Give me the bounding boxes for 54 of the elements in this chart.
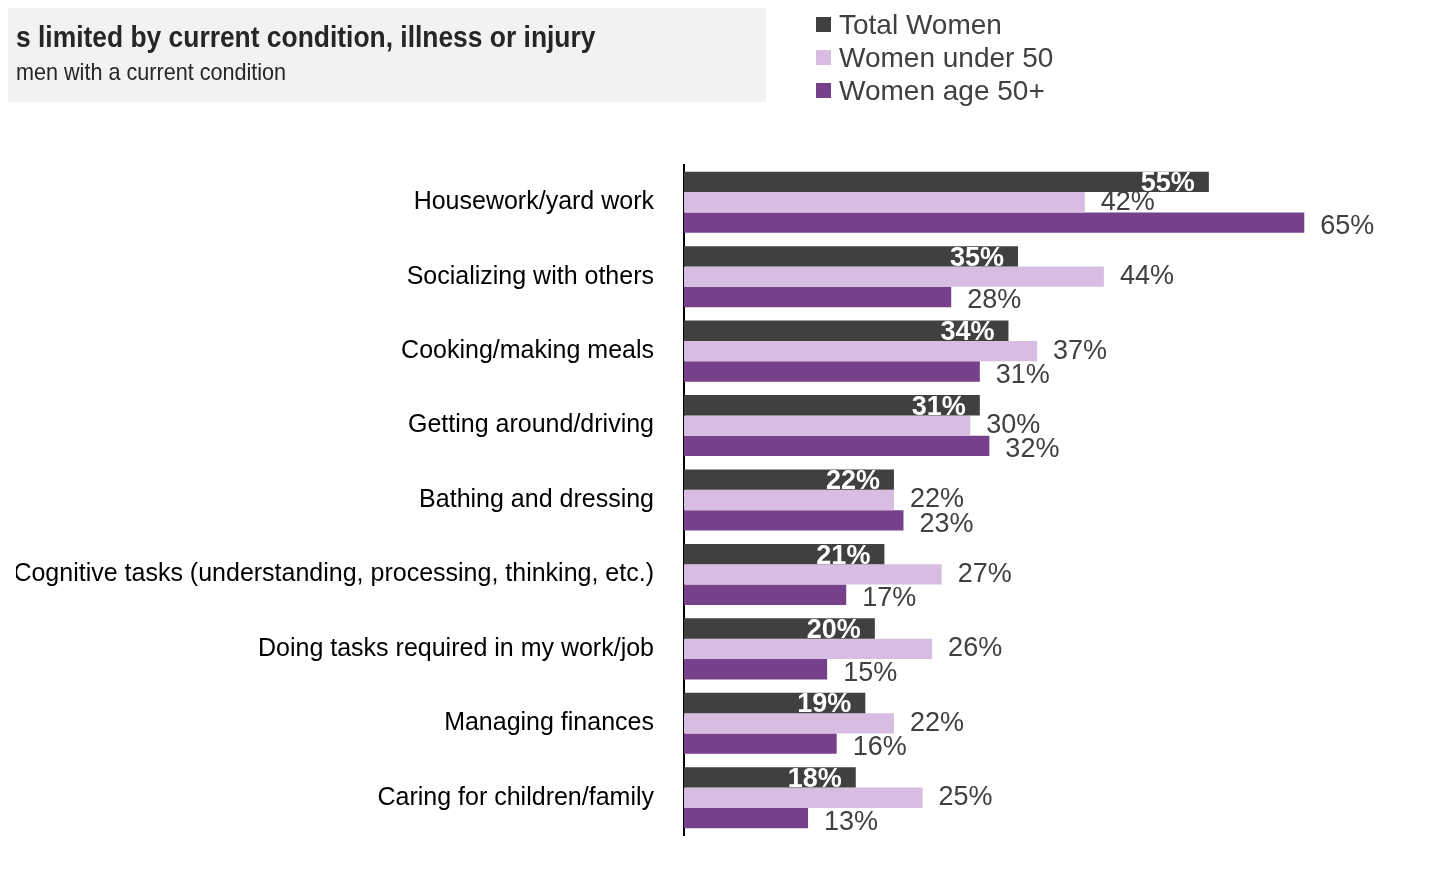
data-label: 35% xyxy=(949,241,1004,272)
bar xyxy=(684,212,1305,233)
data-label: 37% xyxy=(1053,334,1108,365)
bar xyxy=(684,435,990,457)
bar xyxy=(684,192,1085,213)
bar xyxy=(684,564,942,585)
data-label: 20% xyxy=(806,613,861,644)
data-label: 32% xyxy=(1005,433,1060,464)
bar xyxy=(684,713,894,734)
data-label: 44% xyxy=(1119,260,1174,291)
data-label: 28% xyxy=(967,284,1022,315)
data-label: 15% xyxy=(843,656,898,687)
bar xyxy=(684,638,933,660)
bar xyxy=(684,510,904,531)
y-tick-label: Doing tasks required in my work/job xyxy=(258,632,654,661)
data-label: 22% xyxy=(825,465,880,496)
data-label: 19% xyxy=(797,688,852,719)
legend-label: Women age 50+ xyxy=(839,74,1045,107)
bar xyxy=(684,733,837,754)
bar xyxy=(684,584,847,605)
data-label: 18% xyxy=(787,762,842,793)
data-label: 22% xyxy=(909,706,964,737)
data-label: 17% xyxy=(862,582,917,613)
y-tick-label: Managing finances xyxy=(444,707,654,736)
data-label: 27% xyxy=(957,557,1012,588)
bar xyxy=(684,787,923,808)
data-label: 26% xyxy=(948,632,1003,663)
data-label: 65% xyxy=(1320,210,1375,241)
bar xyxy=(684,266,1104,287)
bar xyxy=(684,361,980,382)
legend-label: Women under 50 xyxy=(839,41,1054,74)
data-label: 21% xyxy=(816,539,871,570)
bar xyxy=(684,340,1038,362)
text: s limited by current condition, illness or injury xyxy=(16,20,597,54)
legend-label: Total Women xyxy=(839,8,1002,41)
y-tick-label: Bathing and dressing xyxy=(419,483,654,512)
data-label: 34% xyxy=(940,316,995,347)
data-label: 25% xyxy=(938,781,993,812)
bar xyxy=(684,286,952,308)
y-tick-label: Caring for children/family xyxy=(377,781,655,810)
bar xyxy=(684,659,828,680)
y-tick-label: Housework/yard work xyxy=(413,186,655,215)
data-label: 16% xyxy=(852,731,907,762)
text: men with a current condition xyxy=(16,58,288,86)
bar xyxy=(684,171,1209,193)
data-label: 31% xyxy=(995,358,1050,389)
bar xyxy=(684,807,809,829)
y-tick-label: Socializing with others xyxy=(406,260,654,289)
data-label: 13% xyxy=(824,805,879,836)
bar xyxy=(684,489,894,511)
data-label: 31% xyxy=(911,390,966,421)
y-tick-label: Cooking/making meals xyxy=(401,335,654,363)
y-tick-label: Getting around/driving xyxy=(408,409,654,438)
bar xyxy=(684,415,971,436)
